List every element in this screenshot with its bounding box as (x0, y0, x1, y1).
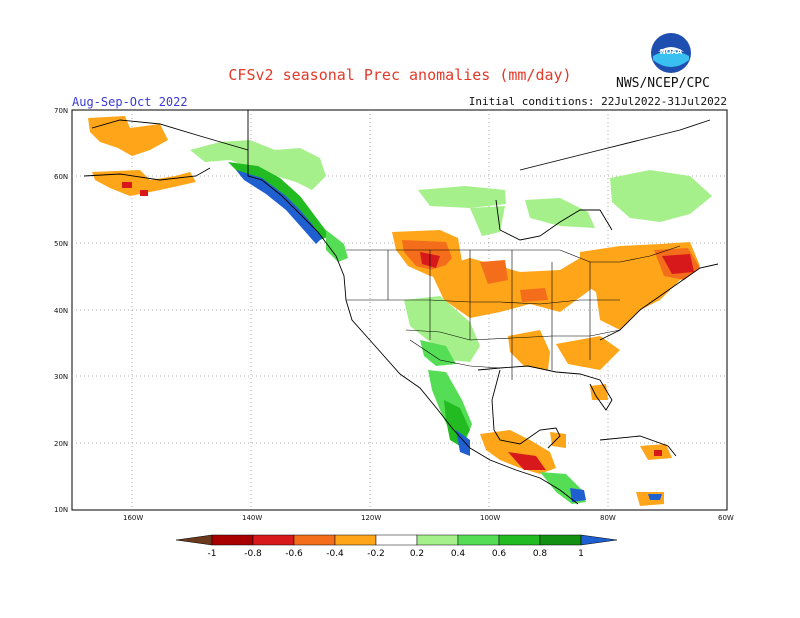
svg-text:20N: 20N (54, 440, 68, 448)
svg-text:80W: 80W (600, 514, 616, 522)
longitude-labels: 160W 140W 120W 100W 80W 60W (123, 514, 734, 522)
svg-text:60W: 60W (718, 514, 734, 522)
colorbar-tick-label: 0.2 (410, 549, 424, 559)
forecast-period: Aug-Sep-Oct 2022 (72, 95, 188, 109)
colorbar-tick-label: -0.8 (244, 549, 262, 559)
svg-text:160W: 160W (123, 514, 143, 522)
noaa-logo-icon: NOAA (651, 33, 691, 73)
initial-conditions: Initial conditions: 22Jul2022-31Jul2022 (468, 95, 727, 108)
map-title: CFSv2 seasonal Prec anomalies (mm/day) (228, 66, 572, 84)
latitude-labels: 70N 60N 50N 40N 30N 20N 10N (54, 107, 68, 514)
colorbar-swatch (457, 534, 500, 546)
colorbar-swatch (252, 534, 295, 546)
anomaly-shading (88, 116, 712, 506)
svg-text:120W: 120W (361, 514, 381, 522)
svg-text:50N: 50N (54, 240, 68, 248)
agency-label: NWS/NCEP/CPC (616, 76, 710, 91)
colorbar-swatch (539, 534, 582, 546)
political-borders (346, 245, 681, 380)
colorbar-tick-label: -0.6 (285, 549, 303, 559)
colorbar-tick-label: -0.4 (326, 549, 344, 559)
colorbar-tick-label: 0.4 (451, 549, 466, 559)
svg-text:60N: 60N (54, 173, 68, 181)
svg-text:10N: 10N (54, 506, 68, 514)
colorbar-swatch (375, 534, 418, 546)
colorbar-tick-label: 0.8 (533, 549, 548, 559)
colorbar-swatch (211, 534, 254, 546)
svg-text:140W: 140W (242, 514, 262, 522)
colorbar-tick-label: 1 (578, 549, 584, 559)
colorbar-tick-label: -0.2 (367, 549, 385, 559)
svg-text:100W: 100W (480, 514, 500, 522)
colorbar-swatch (293, 534, 336, 546)
colorbar-swatch (334, 534, 377, 546)
svg-text:NOAA: NOAA (660, 48, 683, 56)
colorbar-legend: -1 -0.8 -0.6 -0.4 -0.2 0.2 0.4 0.6 0.8 1 (175, 534, 618, 559)
colorbar-tick-label: 0.6 (492, 549, 507, 559)
colorbar-tick-label: -1 (208, 549, 217, 559)
svg-text:40N: 40N (54, 307, 68, 315)
svg-text:70N: 70N (54, 107, 68, 115)
colorbar-swatch (498, 534, 541, 546)
colorbar-swatch (416, 534, 459, 546)
svg-text:30N: 30N (54, 373, 68, 381)
colorbar-arrow-low (175, 534, 213, 546)
colorbar-arrow-high (580, 534, 618, 546)
